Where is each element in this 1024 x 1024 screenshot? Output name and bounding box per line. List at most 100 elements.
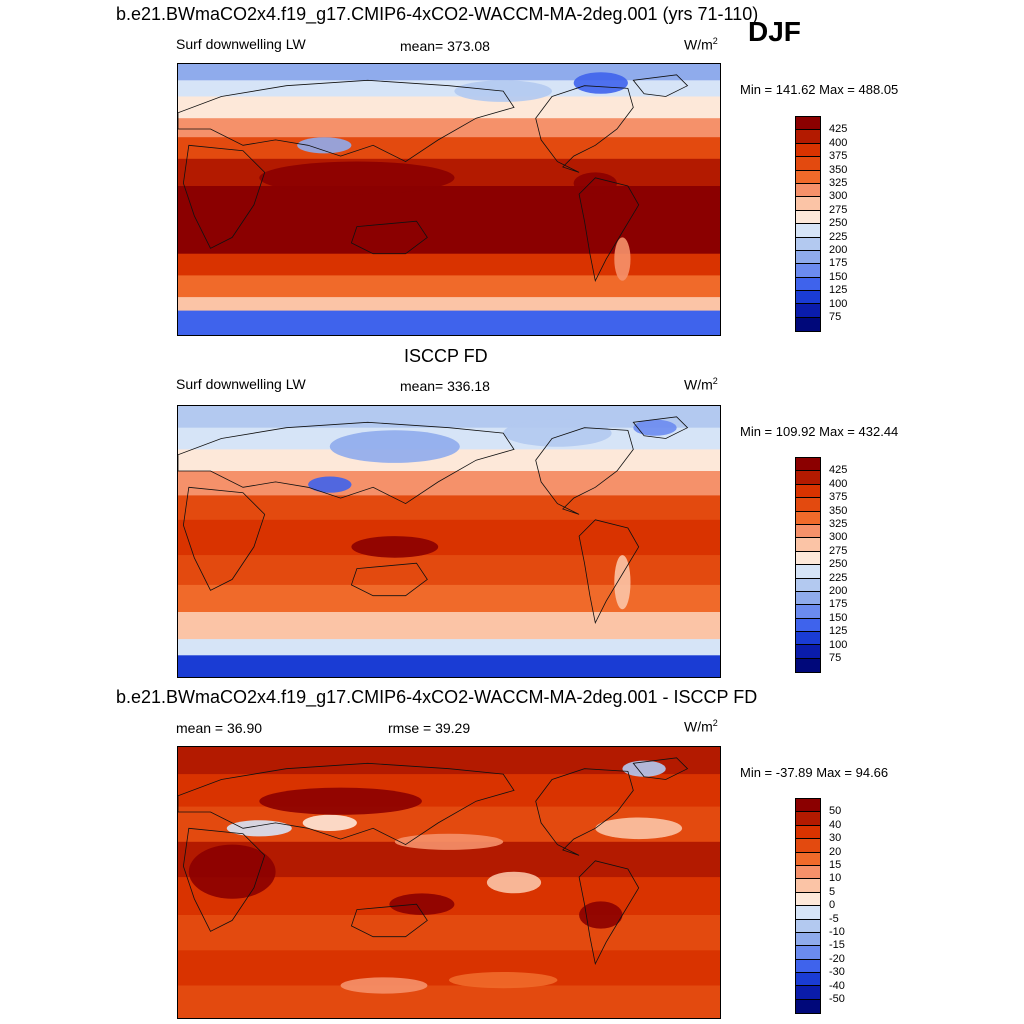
- map-svg: [178, 406, 720, 677]
- panel3-rmse-label: rmse = 39.29: [388, 720, 471, 736]
- colorbar-swatch: [796, 264, 820, 278]
- colorbar-box: [795, 457, 821, 674]
- colorbar-swatch: [796, 852, 820, 866]
- colorbar-tick-label: 300: [829, 531, 848, 544]
- panel1-minmax: Min = 141.62 Max = 488.05: [740, 82, 899, 97]
- colorbar-tick-label: 350: [829, 163, 848, 176]
- panel1-mean-label: mean= 373.08: [400, 38, 490, 54]
- contour-band: [178, 80, 720, 98]
- colorbar-tick-label: 150: [829, 270, 848, 283]
- panel3-mean-label: mean = 36.90: [176, 720, 263, 736]
- colorbar-swatch: [796, 618, 820, 633]
- colorbar-tick-label: 400: [829, 136, 848, 149]
- contour-band: [178, 64, 720, 81]
- contour-feature: [188, 844, 276, 899]
- colorbar-tick-label: 30: [829, 832, 842, 845]
- colorbar-tick-label: 40: [829, 818, 842, 831]
- coastline: [535, 85, 634, 173]
- coastline: [578, 519, 640, 625]
- contour-feature: [486, 871, 542, 894]
- colorbar-tick-label: 15: [829, 859, 842, 871]
- panel3-minmax: Min = -37.89 Max = 94.66: [740, 765, 889, 780]
- panel2-colorbar: 425 400 375 350 325 300 275 250 225 200 175 150 125 1…: [795, 457, 847, 674]
- contour-feature: [297, 137, 352, 154]
- colorbar-swatch: [796, 578, 820, 592]
- colorbar-swatch: [796, 932, 820, 947]
- panel3-units: W/m2: [684, 718, 718, 735]
- coastline: [178, 421, 515, 505]
- contour-feature: [351, 536, 439, 558]
- contour-feature: [302, 814, 357, 831]
- colorbar-tick-label: 425: [829, 464, 848, 477]
- colorbar-tick-label: 200: [829, 244, 848, 256]
- panel1-units: W/m2: [684, 36, 718, 53]
- colorbar-swatch: [796, 986, 820, 1000]
- map-svg: [178, 747, 720, 1018]
- contour-band: [178, 186, 720, 255]
- panel2-field-label: Surf downwelling LW: [176, 376, 306, 392]
- colorbar-swatch: [796, 210, 820, 225]
- colorbar-swatch: [796, 565, 820, 579]
- colorbar-tick-label: 250: [829, 217, 848, 230]
- colorbar-swatch: [796, 825, 820, 840]
- colorbar-swatch: [796, 130, 820, 144]
- coastline: [578, 860, 640, 966]
- contour-band: [178, 96, 720, 119]
- contour-feature: [329, 430, 460, 463]
- colorbar-swatch: [796, 224, 820, 238]
- colorbar-tick-label: 400: [829, 477, 848, 490]
- colorbar-swatch: [796, 591, 820, 606]
- colorbar-swatch: [796, 250, 820, 265]
- coastline: [535, 427, 634, 515]
- contour-band: [178, 639, 720, 656]
- colorbar-swatch: [796, 959, 820, 974]
- colorbar-swatch: [796, 304, 820, 318]
- colorbar-tick-label: 100: [829, 638, 848, 651]
- colorbar-tick-label: 150: [829, 611, 848, 624]
- colorbar-swatch: [796, 799, 820, 813]
- colorbar-swatch: [796, 117, 820, 131]
- contour-band: [178, 950, 720, 986]
- colorbar-tick-label: -15: [829, 939, 845, 952]
- colorbar-tick-label: 125: [829, 284, 848, 297]
- colorbar-tick-label: -40: [829, 979, 845, 992]
- colorbar-tick-label: 200: [829, 585, 848, 597]
- colorbar-tick-label: -30: [829, 966, 845, 979]
- coastline: [178, 762, 515, 846]
- contour-band: [178, 555, 720, 586]
- contour-feature: [573, 172, 617, 194]
- contour-band: [178, 774, 720, 808]
- contour-feature: [259, 161, 455, 195]
- colorbar-swatch: [796, 919, 820, 933]
- colorbar-box: [795, 798, 821, 1015]
- coastline: [178, 79, 515, 163]
- contour-band: [178, 584, 720, 613]
- contour-feature: [389, 893, 455, 915]
- contour-band: [178, 297, 720, 312]
- colorbar-tick-label: -10: [829, 926, 845, 938]
- panel3-colorbar: 50 40 30 20 15 10 5 0 -5 -10 -15 -20 -30 -40 -50: [795, 798, 845, 1015]
- coastline: [182, 827, 266, 932]
- colorbar-tick-label: 425: [829, 123, 848, 136]
- colorbar-swatch: [796, 197, 820, 211]
- contour-feature: [503, 419, 612, 447]
- colorbar-tick-label: 175: [829, 257, 848, 270]
- colorbar-tick-label: 10: [829, 872, 842, 885]
- colorbar-tick-label: 50: [829, 805, 842, 818]
- colorbar-swatch: [796, 511, 820, 525]
- colorbar-swatch: [796, 879, 820, 893]
- colorbar-tick-label: 75: [829, 311, 842, 323]
- colorbar-tick-label: -20: [829, 952, 845, 965]
- colorbar-tick-label: 175: [829, 598, 848, 611]
- contour-feature: [394, 833, 504, 850]
- panel2-title: ISCCP FD: [404, 346, 488, 366]
- contour-feature: [633, 419, 677, 436]
- colorbar-swatch: [796, 812, 820, 826]
- coastline: [578, 177, 640, 283]
- contour-feature: [340, 977, 428, 994]
- contour-band: [178, 915, 720, 951]
- colorbar-swatch: [796, 458, 820, 472]
- colorbar-swatch: [796, 946, 820, 960]
- colorbar-swatch: [796, 237, 820, 251]
- colorbar-swatch: [796, 999, 820, 1014]
